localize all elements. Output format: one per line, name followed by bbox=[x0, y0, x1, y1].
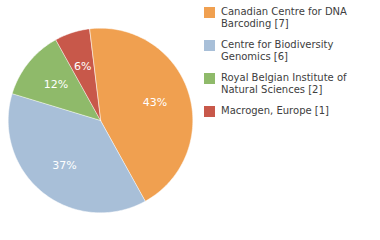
svg-text:6%: 6% bbox=[74, 60, 91, 73]
svg-text:43%: 43% bbox=[143, 96, 167, 109]
html-text:Royal Belgian Institute of Nat: Royal Belgian Institute of Natural Scien… bbox=[221, 72, 347, 95]
svg-text:37%: 37% bbox=[52, 159, 76, 172]
html-text:Macrogen, Europe [1]: Macrogen, Europe [1] bbox=[221, 105, 329, 116]
svg-text:12%: 12% bbox=[44, 78, 68, 91]
html-text:Centre for Biodiversity Genomi: Centre for Biodiversity Genomics [6] bbox=[221, 39, 334, 62]
html-text:Canadian Centre for DNA Barcod: Canadian Centre for DNA Barcoding [7] bbox=[221, 6, 347, 29]
